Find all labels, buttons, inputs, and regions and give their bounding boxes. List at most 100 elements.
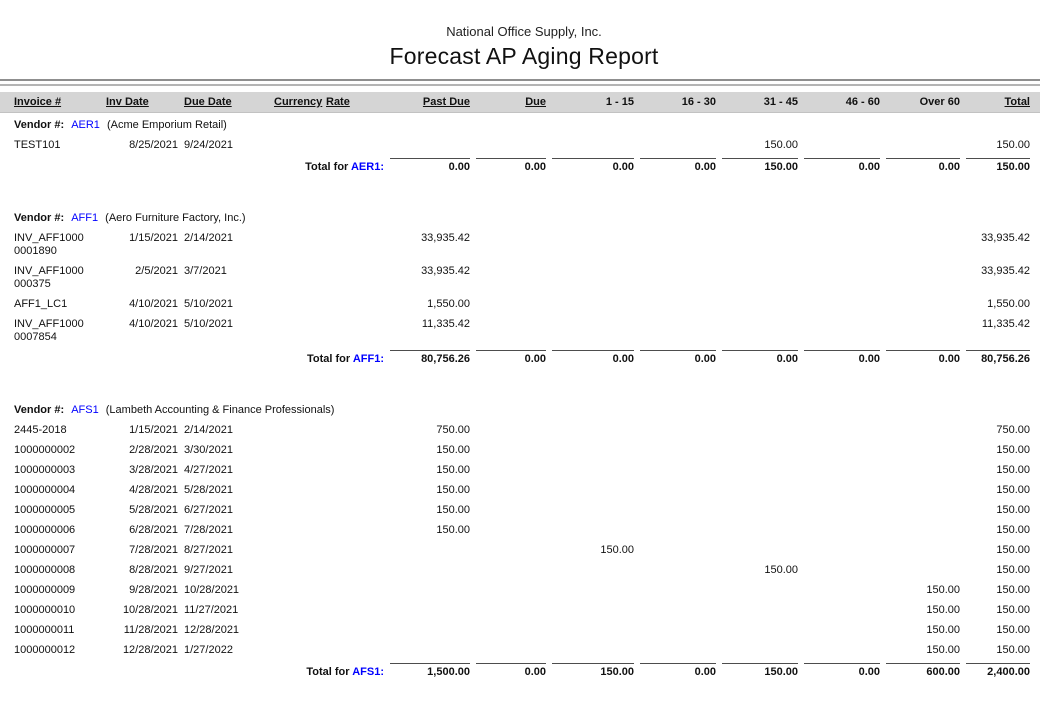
total-cell-total: 150.00: [966, 158, 1030, 173]
total-cell-31-45: 150.00: [722, 158, 798, 173]
column-header-currency[interactable]: Currency: [274, 96, 323, 108]
vendor-code-link[interactable]: AFS1: [71, 404, 99, 416]
total-cell-1-15: 0.00: [552, 158, 634, 173]
cell-over-60: 150.00: [926, 584, 960, 596]
cell-due-date: 9/27/2021: [184, 564, 233, 576]
column-header-invoice[interactable]: Invoice #: [14, 96, 62, 108]
vendor-code-link[interactable]: AER1: [71, 119, 100, 131]
vendor-total-label: Total for AFF1:: [14, 350, 384, 365]
cell-inv-date: 6/28/2021: [129, 524, 178, 536]
invoice-row: 1000000003 3/28/2021 4/27/2021 150.00 15…: [0, 464, 1048, 477]
cell-total: 150.00: [996, 139, 1030, 151]
invoice-row: TEST101 8/25/2021 9/24/2021 150.00 150.0…: [0, 139, 1048, 152]
column-header-due[interactable]: Due: [525, 96, 546, 108]
cell-total: 150.00: [996, 524, 1030, 536]
vendor-section: Vendor #: AFF1 (Aero Furniture Factory, …: [0, 211, 1048, 365]
invoice-row: 1000000007 7/28/2021 8/27/2021 150.00 15…: [0, 544, 1048, 557]
total-cell-31-45: 150.00: [722, 663, 798, 678]
total-for-text: Total for: [306, 353, 351, 365]
cell-total: 150.00: [996, 564, 1030, 576]
cell-due-date: 7/28/2021: [184, 524, 233, 536]
vendor-name: (Lambeth Accounting & Finance Profession…: [105, 404, 335, 416]
vendor-name: (Aero Furniture Factory, Inc.): [105, 212, 246, 224]
cell-inv-date: 8/28/2021: [129, 564, 178, 576]
column-header-1-15: 1 - 15: [605, 96, 634, 108]
cell-inv-date: 1/15/2021: [129, 424, 178, 436]
cell-invoice-number: 1000000007: [14, 544, 76, 556]
total-cell-46-60: 0.00: [804, 663, 880, 678]
vendor-header: Vendor #: AFS1 (Lambeth Accounting & Fin…: [0, 403, 1048, 417]
total-cell-past-due: 0.00: [390, 158, 470, 173]
column-header-rate[interactable]: Rate: [326, 96, 350, 108]
column-header-inv-date[interactable]: Inv Date: [106, 96, 149, 108]
cell-past-due: 33,935.42: [421, 232, 470, 244]
cell-total: 150.00: [996, 464, 1030, 476]
cell-total: 33,935.42: [981, 232, 1030, 244]
invoice-row: 1000000006 6/28/2021 7/28/2021 150.00 15…: [0, 524, 1048, 537]
cell-due-date: 2/14/2021: [184, 232, 233, 244]
cell-over-60: 150.00: [926, 644, 960, 656]
cell-past-due: 150.00: [436, 484, 470, 496]
invoice-row: 1000000011 11/28/2021 12/28/2021 150.00 …: [0, 624, 1048, 637]
cell-due-date: 11/27/2021: [184, 604, 239, 616]
cell-over-60: 150.00: [926, 604, 960, 616]
cell-invoice-number: 1000000003: [14, 464, 76, 476]
cell-past-due: 750.00: [436, 424, 470, 436]
cell-due-date: 3/7/2021: [184, 265, 227, 277]
cell-invoice-number: 1000000008: [14, 564, 76, 576]
cell-inv-date: 4/10/2021: [129, 318, 178, 330]
cell-past-due: 33,935.42: [421, 265, 470, 277]
cell-inv-date: 1/15/2021: [129, 232, 178, 244]
cell-invoice-number: AFF1_LC1: [14, 298, 68, 310]
vendor-rows: 2445-2018 1/15/2021 2/14/2021 750.00 750…: [0, 424, 1048, 657]
cell-invoice-number: 2445-2018: [14, 424, 67, 436]
cell-total: 150.00: [996, 624, 1030, 636]
company-name: National Office Supply, Inc.: [446, 24, 602, 39]
cell-31-45: 150.00: [764, 139, 798, 151]
total-cell-over-60: 0.00: [886, 350, 960, 365]
vendor-section: Vendor #: AER1 (Acme Emporium Retail) TE…: [0, 118, 1048, 173]
column-header-total[interactable]: Total: [1004, 96, 1030, 108]
vendor-number-label: Vendor #:: [14, 404, 65, 416]
cell-total: 11,335.42: [981, 318, 1030, 330]
vendor-section: Vendor #: AFS1 (Lambeth Accounting & Fin…: [0, 403, 1048, 678]
cell-invoice-number: 1000000010: [14, 604, 76, 616]
cell-inv-date: 2/5/2021: [135, 265, 178, 277]
column-header-past-due[interactable]: Past Due: [422, 96, 470, 108]
cell-due-date: 5/10/2021: [184, 298, 233, 310]
column-header-31-45: 31 - 45: [763, 96, 798, 108]
total-vendor-code: AER1:: [350, 161, 384, 173]
total-cell-16-30: 0.00: [640, 350, 716, 365]
invoice-row: INV_AFF1000 0007854 4/10/2021 5/10/2021 …: [0, 318, 1048, 344]
cell-past-due: 1,550.00: [427, 298, 470, 310]
vendor-total-row: Total for AFF1: 80,756.26 0.00 0.00 0.00…: [0, 350, 1048, 365]
invoice-row: 1000000009 9/28/2021 10/28/2021 150.00 1…: [0, 584, 1048, 597]
cell-due-date: 3/30/2021: [184, 444, 233, 456]
cell-inv-date: 12/28/2021: [122, 644, 178, 656]
cell-invoice-number: 1000000006: [14, 524, 76, 536]
cell-inv-date: 3/28/2021: [129, 464, 178, 476]
total-cell-past-due: 1,500.00: [390, 663, 470, 678]
column-header-due-date[interactable]: Due Date: [184, 96, 232, 108]
invoice-row: 1000000012 12/28/2021 1/27/2022 150.00 1…: [0, 644, 1048, 657]
vendor-header: Vendor #: AER1 (Acme Emporium Retail): [0, 118, 1048, 132]
total-cell-past-due: 80,756.26: [390, 350, 470, 365]
cell-due-date: 2/14/2021: [184, 424, 233, 436]
cell-due-date: 9/24/2021: [184, 139, 233, 151]
cell-total: 150.00: [996, 584, 1030, 596]
cell-total: 150.00: [996, 504, 1030, 516]
cell-total: 150.00: [996, 544, 1030, 556]
cell-past-due: 150.00: [436, 464, 470, 476]
vendor-total-row: Total for AFS1: 1,500.00 0.00 150.00 0.0…: [0, 663, 1048, 678]
title-divider: [0, 79, 1040, 86]
report-body: Vendor #: AER1 (Acme Emporium Retail) TE…: [0, 118, 1048, 678]
cell-invoice-number: TEST101: [14, 139, 61, 151]
invoice-row: 1000000005 5/28/2021 6/27/2021 150.00 15…: [0, 504, 1048, 517]
total-cell-over-60: 600.00: [886, 663, 960, 678]
total-cell-1-15: 0.00: [552, 350, 634, 365]
total-cell-due: 0.00: [476, 350, 546, 365]
vendor-code-link[interactable]: AFF1: [71, 212, 99, 224]
table-header-row: Invoice # Inv Date Due Date Currency Rat…: [0, 92, 1040, 113]
cell-over-60: 150.00: [926, 624, 960, 636]
report-page: National Office Supply, Inc. Forecast AP…: [0, 24, 1048, 678]
